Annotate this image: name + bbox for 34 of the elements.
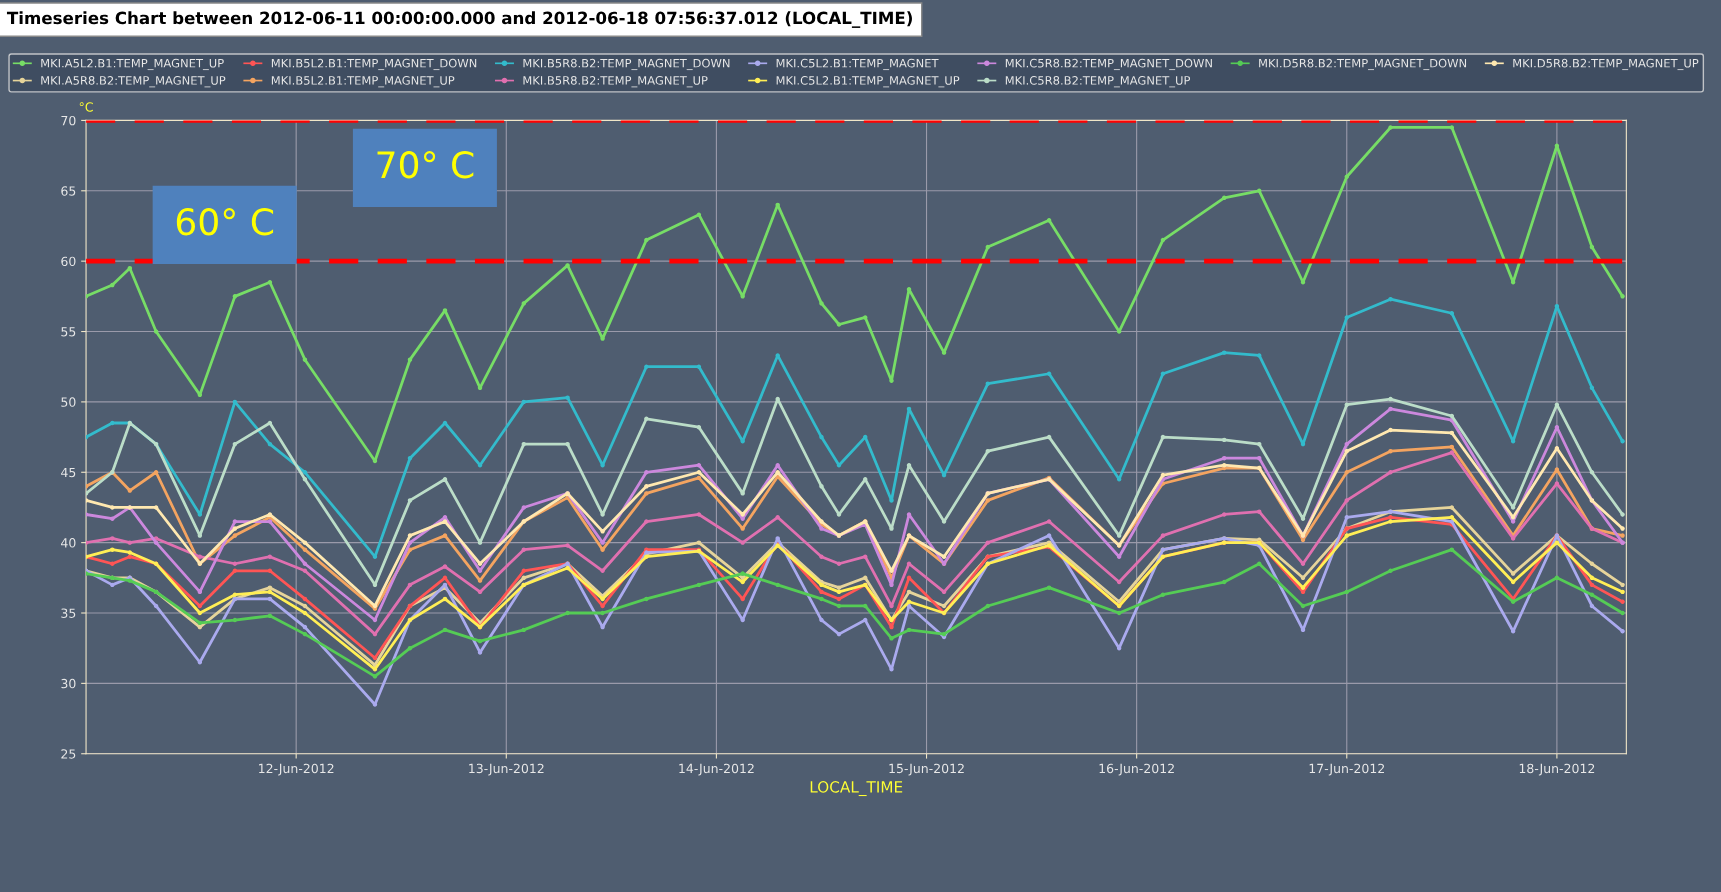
x-tick-label: 14-Jun-2012 [679, 763, 754, 776]
legend-label: MKI.C5L2.B1:TEMP_MAGNET_UP [776, 76, 960, 88]
y-tick-label: 50 [61, 397, 76, 407]
legend-label: MKI.B5R8.B2:TEMP_MAGNET_DOWN [523, 58, 730, 71]
x-axis-title: LOCAL_TIME [810, 781, 903, 797]
legend-label: MKI.C5R8.B2:TEMP_MAGNET_UP [1005, 76, 1191, 88]
x-tick-label: 15-Jun-2012 [889, 763, 964, 776]
ref-line-label: 70° C [377, 151, 474, 179]
legend-label: MKI.A5R8.B2:TEMP_MAGNET_UP [41, 76, 226, 88]
legend-label: MKI.A5L2.B1:TEMP_MAGNET_UP [41, 58, 224, 71]
x-tick-label: 18-Jun-2012 [1519, 763, 1595, 776]
y-tick-label: 45 [61, 467, 76, 478]
x-tick-label: 12-Jun-2012 [259, 763, 334, 776]
y-tick-label: 35 [61, 608, 76, 618]
legend-label: MKI.B5R8.B2:TEMP_MAGNET_UP [523, 76, 708, 88]
y-tick-label: 60 [61, 256, 76, 267]
legend-label: MKI.C5R8.B2:TEMP_MAGNET_DOWN [1005, 58, 1212, 71]
legend-label: MKI.B5L2.B1:TEMP_MAGNET_UP [271, 76, 455, 88]
legend-label: MKI.C5L2.B1:TEMP_MAGNET [776, 58, 939, 71]
legend-label: MKI.B5L2.B1:TEMP_MAGNET_DOWN [271, 58, 477, 71]
y-tick-label: 40 [61, 538, 76, 548]
y-tick-label: 65 [61, 186, 76, 196]
legend-label: MKI.D5R8.B2:TEMP_MAGNET_DOWN [1259, 58, 1467, 71]
x-tick-label: 17-Jun-2012 [1309, 763, 1384, 776]
ref-line-label: 60° C [176, 208, 274, 236]
y-tick-label: 25 [61, 749, 76, 759]
y-tick-label: 55 [61, 327, 76, 337]
y-tick-label: 30 [61, 678, 76, 689]
legend-label: MKI.D5R8.B2:TEMP_MAGNET_UP [1513, 58, 1699, 71]
y-axis-title: °C [79, 102, 93, 112]
x-tick-label: 13-Jun-2012 [469, 763, 544, 776]
y-tick-label: 70 [61, 115, 76, 126]
chart-title: Timeseries Chart between 2012-06-11 00:00:00.000 and 2012-06-18 07:56:37.012 (LOCAL_TIME) [6, 11, 912, 28]
x-tick-label: 16-Jun-2012 [1099, 763, 1174, 776]
